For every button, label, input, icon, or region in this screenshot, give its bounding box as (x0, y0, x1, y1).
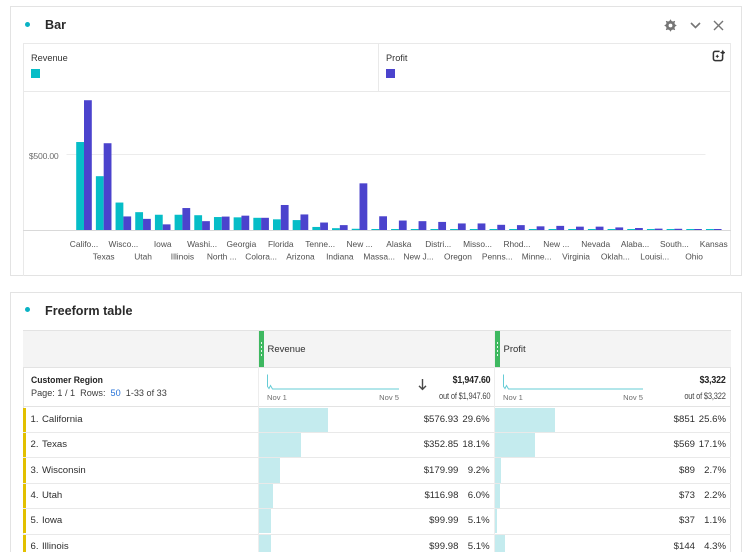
svg-text:Nevada: Nevada (581, 239, 610, 249)
svg-text:Califo...: Califo... (69, 239, 97, 249)
svg-text:Kansas: Kansas (699, 239, 727, 249)
svg-text:Illinois: Illinois (170, 252, 193, 262)
svg-text:South...: South... (659, 239, 688, 249)
svg-text:Arizona: Arizona (286, 252, 315, 262)
svg-text:Indiana: Indiana (326, 252, 354, 262)
svg-text:North ...: North ... (206, 252, 236, 262)
svg-text:Washi...: Washi... (187, 239, 217, 249)
svg-text:Distri...: Distri... (425, 239, 451, 249)
svg-text:Texas: Texas (92, 252, 114, 262)
svg-text:Ohio: Ohio (685, 252, 703, 262)
svg-text:New ...: New ... (346, 239, 372, 249)
svg-text:$500.00: $500.00 (28, 151, 58, 161)
svg-text:Alaba...: Alaba... (620, 239, 648, 249)
svg-text:Massa...: Massa... (363, 252, 395, 262)
svg-text:Wisco...: Wisco... (108, 239, 138, 249)
svg-text:Minne...: Minne... (521, 252, 551, 262)
svg-text:Utah: Utah (134, 252, 152, 262)
svg-text:Georgia: Georgia (226, 239, 256, 249)
svg-text:Florida: Florida (267, 239, 293, 249)
svg-text:Tenne...: Tenne... (305, 239, 335, 249)
svg-text:Iowa: Iowa (153, 239, 171, 249)
svg-text:Oklah...: Oklah... (600, 252, 629, 262)
svg-text:Penns...: Penns... (481, 252, 512, 262)
svg-text:New ...: New ... (543, 239, 569, 249)
svg-text:New J...: New J... (403, 252, 433, 262)
svg-text:Rhod...: Rhod... (503, 239, 530, 249)
svg-text:Colora...: Colora... (245, 252, 277, 262)
svg-text:Virginia: Virginia (562, 252, 590, 262)
svg-text:Misso...: Misso... (463, 239, 492, 249)
svg-text:Louisi...: Louisi... (640, 252, 669, 262)
svg-text:Alaska: Alaska (386, 239, 411, 249)
svg-text:Oregon: Oregon (443, 252, 471, 262)
